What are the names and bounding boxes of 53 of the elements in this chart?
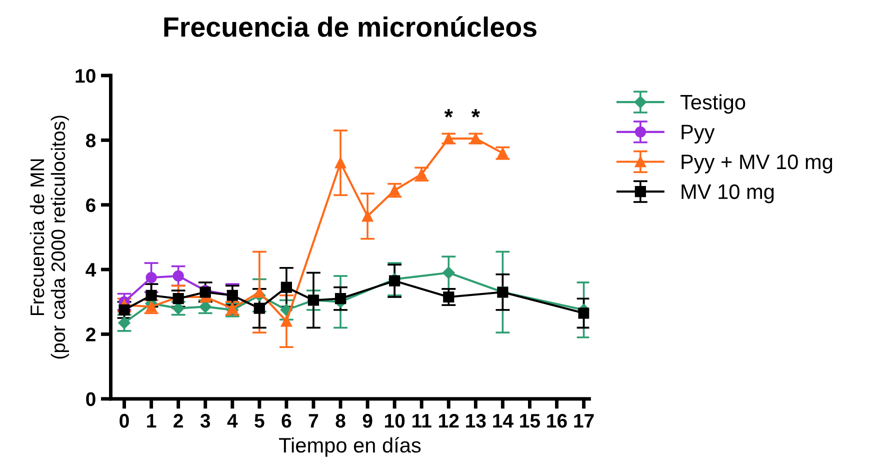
legend-label: Testigo [680, 94, 746, 114]
point [334, 157, 346, 168]
point [118, 316, 130, 329]
x-tick-label: 16 [547, 414, 567, 428]
point [280, 282, 292, 293]
x-tick-label: 13 [466, 414, 486, 428]
x-tick-label: 15 [520, 414, 540, 428]
point [334, 293, 346, 304]
x-tick-label: 10 [384, 414, 405, 428]
legend-label: Pyy + MV 10 mg [682, 154, 832, 174]
legend-label: MV 10 mg [682, 184, 774, 204]
x-tick-label: 1 [147, 414, 156, 428]
y-tick-label: 10 [76, 68, 96, 83]
x-tick-label: 2 [174, 414, 183, 428]
x-tick-label: 14 [493, 414, 514, 428]
y-tick-label: 8 [86, 134, 96, 148]
x-tick-label: 17 [574, 414, 594, 428]
point [172, 293, 184, 304]
x-tick-label: 0 [120, 414, 129, 428]
point [442, 266, 455, 279]
x-tick-label: 4 [227, 414, 238, 428]
annotation: * [471, 109, 480, 118]
point [118, 304, 130, 316]
x-axis-title: Tiempo en días [279, 437, 421, 457]
point [497, 148, 508, 159]
point [254, 286, 265, 298]
point [443, 291, 454, 303]
x-tick-label: 12 [439, 414, 459, 428]
annotation: * [444, 109, 453, 118]
point [146, 290, 157, 301]
x-tick-label: 11 [412, 414, 432, 428]
x-tick-label: 6 [282, 414, 292, 428]
x-tick-label: 5 [254, 414, 264, 428]
x-tick-label: 9 [362, 414, 372, 428]
y-axis-title: Frecuencia de MN (por cada 2000 reticulocitos) [30, 116, 69, 359]
point [470, 133, 482, 144]
x-tick-label: 8 [336, 414, 346, 428]
point [172, 270, 184, 282]
point [578, 308, 590, 319]
point [362, 210, 374, 222]
x-tick-label: 3 [200, 414, 210, 428]
point [280, 316, 292, 327]
legend-label: Pyy [682, 124, 715, 144]
y-tick-label: 6 [86, 198, 96, 212]
y-tick-label: 2 [86, 328, 96, 342]
point [254, 302, 265, 314]
x-tick-label: 7 [308, 414, 318, 428]
point [146, 272, 157, 284]
point [389, 275, 400, 286]
y-tick-label: 0 [86, 392, 96, 406]
chart-title: Frecuencia de micronúcleos [164, 16, 536, 37]
y-tick-label: 4 [86, 263, 96, 277]
point [443, 133, 454, 144]
